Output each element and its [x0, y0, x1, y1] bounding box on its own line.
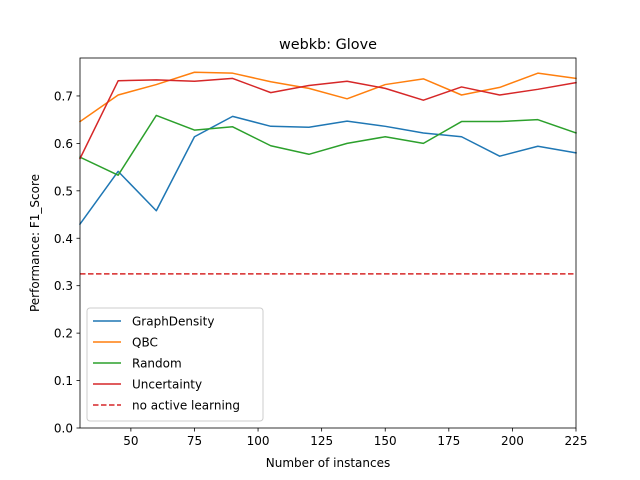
legend-label-3: Uncertainty [132, 378, 202, 392]
series-line-0 [78, 115, 577, 226]
legend: GraphDensity QBC Random Uncertainty no activ… [86, 307, 264, 422]
series-line-1 [78, 71, 577, 123]
x-tick-label-3: 125 [310, 434, 333, 448]
y-tick-label-5: 0.5 [54, 184, 73, 198]
y-axis: 0.0 0.1 0.2 0.3 0.4 0.5 0.6 0.7 [54, 89, 80, 436]
x-tick-label-5: 175 [437, 434, 460, 448]
chart-title: webkb: Glove [279, 37, 377, 53]
x-axis-label: Number of instances [266, 456, 391, 470]
x-tick-label-4: 150 [374, 434, 397, 448]
y-axis-label: Performance: F1_Score [28, 174, 42, 312]
legend-label-2: Random [132, 357, 182, 371]
x-tick-label-2: 100 [247, 434, 270, 448]
y-tick-label-2: 0.2 [54, 327, 73, 341]
series-line-2 [79, 114, 577, 176]
legend-label-0: GraphDensity [132, 315, 214, 329]
y-tick-label-1: 0.1 [54, 374, 73, 388]
y-tick-label-6: 0.6 [54, 137, 73, 151]
plot-frame [79, 57, 577, 429]
y-tick-label-3: 0.3 [54, 279, 73, 293]
series-layer [78, 71, 577, 275]
series-line-3 [78, 77, 577, 160]
x-axis: 50 75 100 125 150 175 200 225 [123, 428, 587, 448]
x-tick-label-0: 50 [123, 434, 138, 448]
legend-box [86, 307, 264, 422]
x-tick-label-7: 225 [565, 434, 588, 448]
x-tick-label-6: 200 [501, 434, 524, 448]
y-tick-label-4: 0.4 [54, 232, 73, 246]
legend-label-4: no active learning [132, 399, 240, 413]
y-tick-label-7: 0.7 [54, 89, 73, 103]
x-tick-label-1: 75 [187, 434, 202, 448]
y-tick-label-0: 0.0 [54, 422, 73, 436]
legend-label-1: QBC [132, 336, 158, 350]
